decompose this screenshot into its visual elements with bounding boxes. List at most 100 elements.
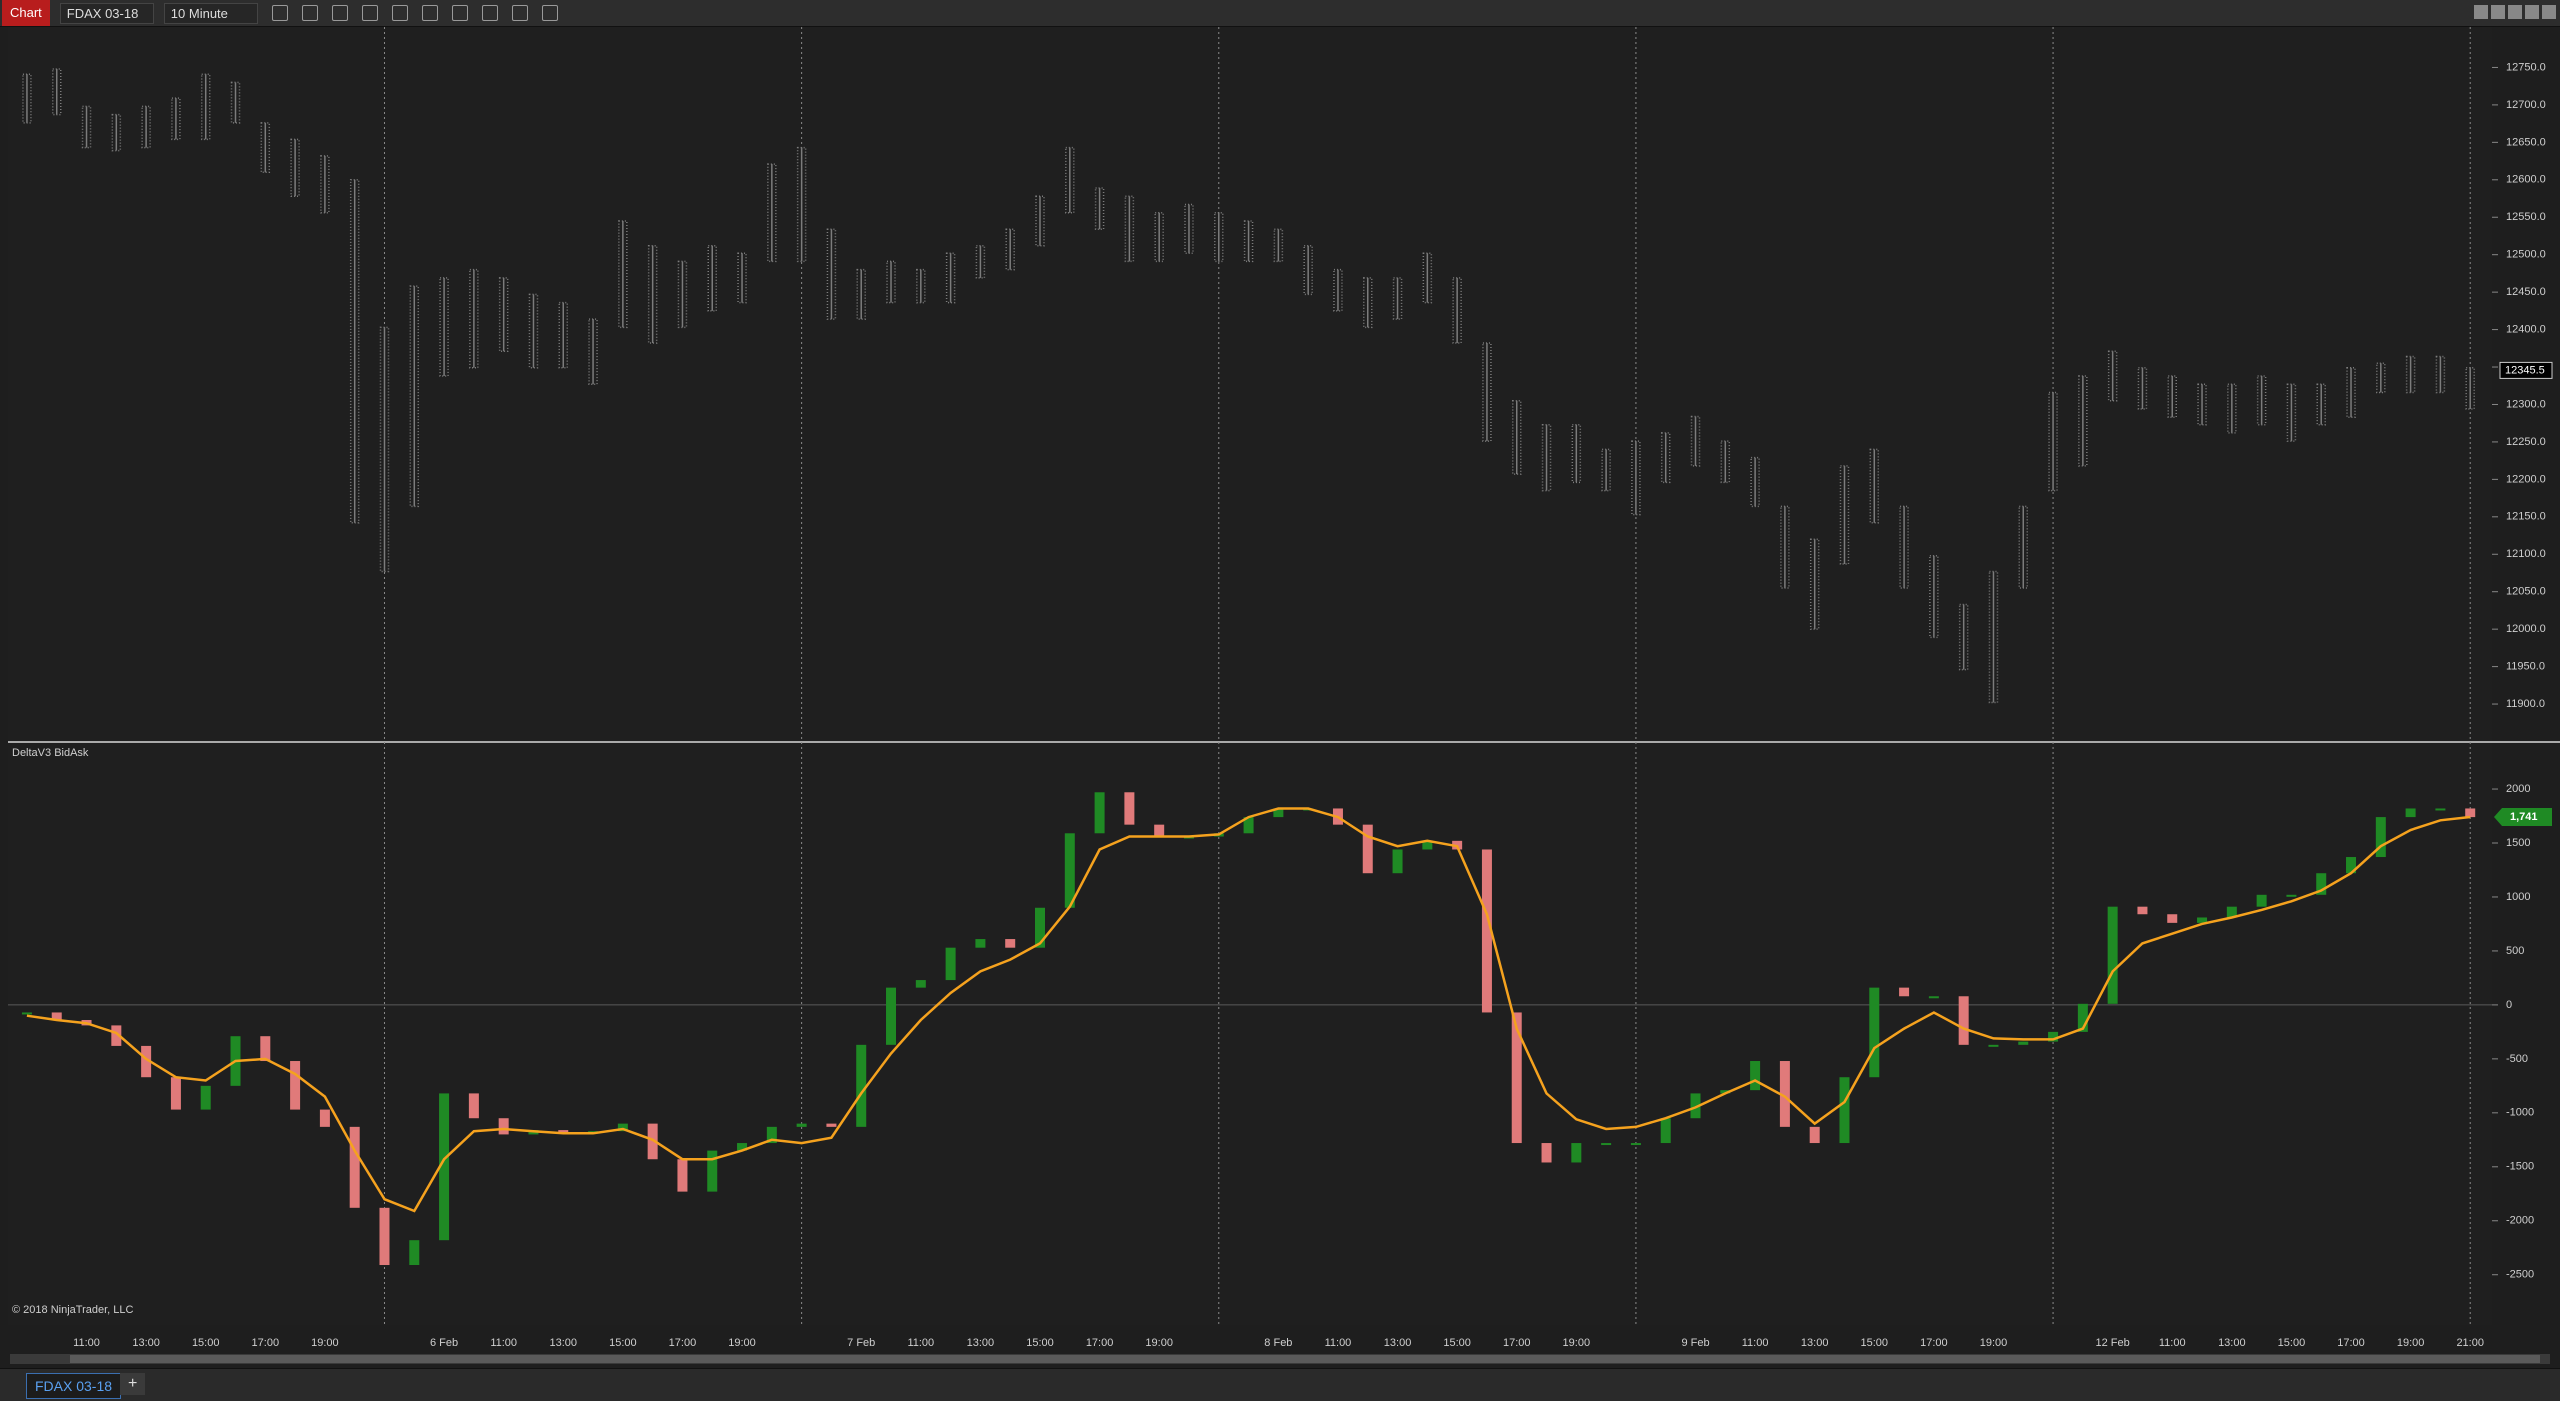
delta-candle <box>1839 1077 1850 1144</box>
last-price-box <box>2499 361 2553 379</box>
delta-candle <box>647 1123 658 1160</box>
y-tick-label: 12200.0 <box>2506 473 2546 485</box>
y-tick-label: 12400.0 <box>2506 323 2546 335</box>
tool-icon[interactable] <box>541 5 558 21</box>
x-tick-label: 9 Feb <box>1681 1337 1709 1349</box>
copyright: © 2018 NinjaTrader, LLC <box>12 1304 133 1316</box>
x-tick-label: 19:00 <box>728 1337 756 1349</box>
last-delta-marker <box>2494 807 2552 826</box>
delta-candle <box>796 1123 807 1127</box>
tool-icon[interactable] <box>361 5 378 21</box>
interval-select[interactable]: 10 Minute <box>163 2 258 24</box>
delta-candle <box>1899 987 1910 997</box>
tool-icon[interactable] <box>271 5 288 21</box>
y-tick-label: 12000.0 <box>2506 623 2546 635</box>
moving-average <box>26 807 2471 1213</box>
delta-candle <box>1958 996 1969 1045</box>
x-tick-label: 15:00 <box>2278 1337 2306 1349</box>
delta-candle <box>468 1093 479 1119</box>
delta-candle <box>1779 1061 1790 1127</box>
window-button[interactable] <box>2474 5 2488 19</box>
y-tick-label: -500 <box>2506 1053 2528 1065</box>
delta-candle <box>1243 817 1254 834</box>
delta-candle <box>1630 1143 1641 1146</box>
x-tick-label: 17:00 <box>252 1337 280 1349</box>
y-tick-label: 12050.0 <box>2506 586 2546 598</box>
delta-candle <box>886 987 897 1045</box>
delta-candle <box>2375 817 2386 858</box>
x-tick-label: 13:00 <box>1384 1337 1412 1349</box>
tab-bar: FDAX 03-18 + <box>0 1368 2560 1401</box>
x-tick-label: 13:00 <box>967 1337 995 1349</box>
last-price-label: 12345.5 <box>2505 364 2545 376</box>
x-tick-label: 19:00 <box>2397 1337 2425 1349</box>
delta-candle <box>1750 1061 1761 1091</box>
delta-candle <box>2286 894 2297 897</box>
window-button[interactable] <box>2525 5 2539 19</box>
tool-icon[interactable] <box>451 5 468 21</box>
y-tick-label: 1000 <box>2506 891 2530 903</box>
tool-icon[interactable] <box>481 5 498 21</box>
indicator-title: DeltaV3 BidAsk <box>12 747 89 759</box>
add-tab[interactable]: + <box>120 1373 146 1395</box>
tool-icon[interactable] <box>391 5 408 21</box>
x-tick-label: 13:00 <box>2218 1337 2246 1349</box>
tool-icon[interactable] <box>511 5 528 21</box>
window-button[interactable] <box>2542 5 2556 19</box>
tool-icon[interactable] <box>301 5 318 21</box>
y-tick-label: 12300.0 <box>2506 398 2546 410</box>
delta-candle <box>1988 1044 1999 1047</box>
delta-candle <box>2137 906 2148 915</box>
delta-candle <box>1571 1143 1582 1163</box>
x-tick-label: 17:00 <box>669 1337 697 1349</box>
window-button[interactable] <box>2508 5 2522 19</box>
y-tick-label: -2500 <box>2506 1269 2534 1281</box>
delta-candle <box>319 1109 330 1127</box>
window-button[interactable] <box>2491 5 2505 19</box>
delta-candle <box>1720 1090 1731 1094</box>
delta-candle <box>1273 808 1284 818</box>
x-tick-label: 21:00 <box>2456 1337 2484 1349</box>
y-tick-label: 12650.0 <box>2506 136 2546 148</box>
price-panel <box>8 27 2492 741</box>
delta-candle <box>200 1085 211 1110</box>
x-tick-label: 15:00 <box>1443 1337 1471 1349</box>
last-delta-label: 1,741 <box>2510 811 2538 823</box>
x-tick-label: 17:00 <box>2337 1337 2365 1349</box>
instrument-select[interactable]: FDAX 03-18 <box>59 2 154 24</box>
y-tick-label: 12700.0 <box>2506 99 2546 111</box>
tool-icon[interactable] <box>421 5 438 21</box>
delta-candle <box>1928 996 1939 999</box>
x-tick-label: 7 Feb <box>847 1337 875 1349</box>
y-tick-label: 11950.0 <box>2506 661 2545 673</box>
y-tick-label: -1000 <box>2506 1107 2534 1119</box>
delta-candle <box>617 1123 628 1132</box>
delta-candle <box>2405 808 2416 818</box>
delta-candle <box>707 1150 718 1192</box>
x-tick-label: 15:00 <box>192 1337 220 1349</box>
x-tick-label: 13:00 <box>132 1337 160 1349</box>
delta-candle <box>826 1123 837 1127</box>
delta-candle <box>2018 1041 2029 1045</box>
x-tick-label: 11:00 <box>907 1337 934 1349</box>
delta-candle <box>1094 792 1105 834</box>
tool-icon[interactable] <box>331 5 348 21</box>
delta-candle <box>1481 849 1492 1013</box>
y-tick-label: 12150.0 <box>2506 511 2546 523</box>
x-tick-label: 11:00 <box>1325 1337 1352 1349</box>
app-label[interactable]: Chart <box>2 0 50 26</box>
delta-candle <box>1362 824 1373 874</box>
x-tick-label: 17:00 <box>1920 1337 1948 1349</box>
delta-candle <box>1422 840 1433 850</box>
delta-candle <box>260 1036 271 1062</box>
delta-candle <box>1064 833 1075 908</box>
delta-candle <box>1124 792 1135 825</box>
scroll-thumb[interactable] <box>70 1355 2540 1363</box>
chart-tab[interactable]: FDAX 03-18 <box>26 1373 122 1399</box>
delta-candle <box>349 1126 360 1208</box>
delta-candle <box>1869 987 1880 1078</box>
delta-candle <box>2107 906 2118 1004</box>
delta-candle <box>2435 808 2446 811</box>
delta-candle <box>51 1012 62 1021</box>
